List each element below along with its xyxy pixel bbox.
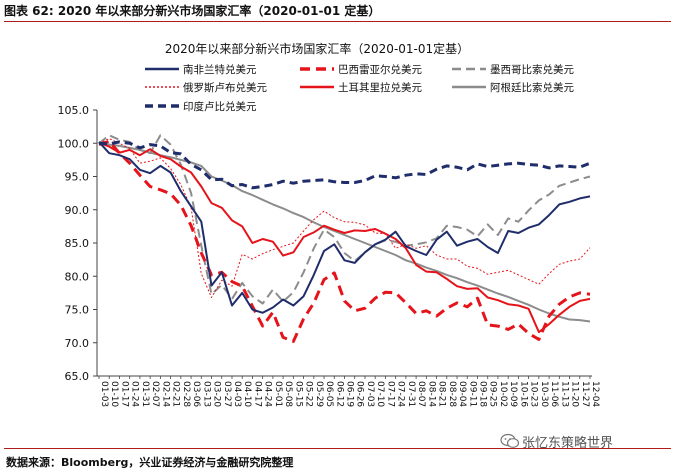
legend-label: 俄罗斯卢布兑美元: [183, 81, 267, 94]
x-tick-label: 01-31: [140, 381, 150, 407]
footer-divider: [4, 448, 671, 449]
figure-header: 图表 62: 2020 年以来部分新兴市场国家汇率（2020-01-01 定基）: [4, 2, 671, 22]
y-tick-label: 95.0: [65, 171, 90, 184]
x-tick-label: 11-27: [580, 381, 590, 407]
x-tick-label: 02-07: [150, 381, 160, 407]
chart-axes: 65.0 70.0 75.0 80.0 85.0 90.0 95.0 100.0 105.0 01…: [58, 104, 601, 407]
x-tick-label: 06-12: [334, 381, 344, 407]
series-line: [98, 142, 591, 323]
x-tick-label: 05-15: [293, 381, 303, 407]
x-tick-label: 05-08: [283, 381, 293, 407]
x-tick-label: 02-14: [160, 381, 170, 407]
legend-label: 巴西雷亚尔兑美元: [338, 63, 422, 76]
x-tick-label: 02-21: [171, 381, 181, 407]
x-tick-label: 08-28: [447, 381, 457, 407]
x-tick-label: 05-29: [314, 381, 324, 407]
legend-label: 墨西哥比索兑美元: [490, 63, 574, 76]
x-tick-label: 08-14: [426, 381, 436, 407]
x-tick-label: 08-07: [416, 381, 426, 407]
x-tick-label: 03-20: [212, 381, 222, 407]
x-tick-label: 11-13: [559, 381, 569, 407]
figure-title: 图表 62: 2020 年以来部分新兴市场国家汇率（2020-01-01 定基）: [4, 4, 381, 18]
x-tick-label: 07-24: [396, 381, 406, 407]
x-tick-label: 10-16: [518, 381, 528, 407]
series-line: [98, 140, 591, 190]
x-tick-label: 08-21: [437, 381, 447, 407]
source-note: 数据来源：Bloomberg，兴业证券经济与金融研究院整理: [6, 456, 294, 469]
x-tick-label: 06-26: [355, 381, 365, 407]
y-tick-label: 105.0: [58, 104, 90, 117]
x-tick-label: 09-11: [467, 381, 477, 407]
x-tick-label: 07-10: [375, 381, 385, 407]
x-tick-label: 07-31: [406, 381, 416, 407]
x-tick-label: 04-17: [252, 381, 262, 407]
x-tick-label: 03-27: [222, 381, 232, 407]
chart-series: [98, 134, 591, 343]
x-tick-label: 05-01: [273, 381, 283, 407]
x-tick-label: 01-03: [99, 381, 109, 407]
x-tick-label: 01-17: [119, 381, 129, 407]
watermark-text: 张忆东策略世界: [522, 435, 614, 451]
x-tick-label: 01-24: [130, 381, 140, 407]
y-tick-label: 100.0: [58, 137, 90, 150]
y-tick-label: 90.0: [65, 204, 90, 217]
watermark: 张忆东策略世界: [500, 430, 613, 452]
legend-label: 土耳其里拉兑美元: [338, 81, 422, 94]
x-tick-label: 10-09: [508, 381, 518, 407]
series-line: [98, 141, 591, 334]
x-tick-label: 10-02: [498, 381, 508, 407]
chart-title: 2020年以来部分新兴市场国家汇率（2020-01-01定基）: [165, 41, 469, 56]
series-line: [98, 141, 591, 314]
x-tick-label: 01-10: [109, 381, 119, 407]
y-tick-label: 70.0: [65, 337, 90, 350]
x-tick-label: 09-25: [488, 381, 498, 407]
series-line: [98, 139, 591, 343]
x-tick-label: 05-22: [304, 381, 314, 407]
x-tick-label: 07-17: [385, 381, 395, 407]
x-tick-label: 12-04: [590, 381, 600, 407]
x-tick-label: 11-06: [549, 381, 559, 407]
exchange-rate-chart: 2020年以来部分新兴市场国家汇率（2020-01-01定基） 南非兰特兑美元 巴…: [58, 41, 601, 407]
legend-label: 南非兰特兑美元: [183, 63, 257, 76]
y-tick-label: 80.0: [65, 270, 90, 283]
y-tick-label: 75.0: [65, 304, 90, 317]
figure-footer: 数据来源：Bloomberg，兴业证券经济与金融研究院整理: [4, 448, 671, 469]
x-tick-label: 04-24: [263, 381, 273, 407]
x-tick-label: 07-03: [365, 381, 375, 407]
x-tick-label: 03-13: [201, 381, 211, 407]
x-tick-label: 04-03: [232, 381, 242, 407]
x-tick-label: 06-19: [345, 381, 355, 407]
header-divider: [4, 21, 671, 22]
x-tick-label: 09-18: [477, 381, 487, 407]
y-tick-label: 85.0: [65, 237, 90, 250]
x-tick-label: 10-30: [539, 381, 549, 407]
x-tick-label: 06-05: [324, 381, 334, 407]
x-tick-label: 04-10: [242, 381, 252, 407]
x-tick-label: 09-04: [457, 381, 467, 407]
legend-label: 阿根廷比索兑美元: [490, 81, 574, 94]
x-tick-label: 10-23: [529, 381, 539, 407]
series-line: [98, 134, 591, 305]
y-tick-label: 65.0: [65, 370, 90, 383]
series-line: [98, 138, 591, 298]
x-tick-label: 11-20: [570, 381, 580, 407]
x-tick-label: 03-06: [191, 381, 201, 407]
wechat-icon: [500, 433, 520, 448]
legend-label: 印度卢比兑美元: [183, 100, 257, 113]
x-tick-label: 02-28: [181, 381, 191, 407]
